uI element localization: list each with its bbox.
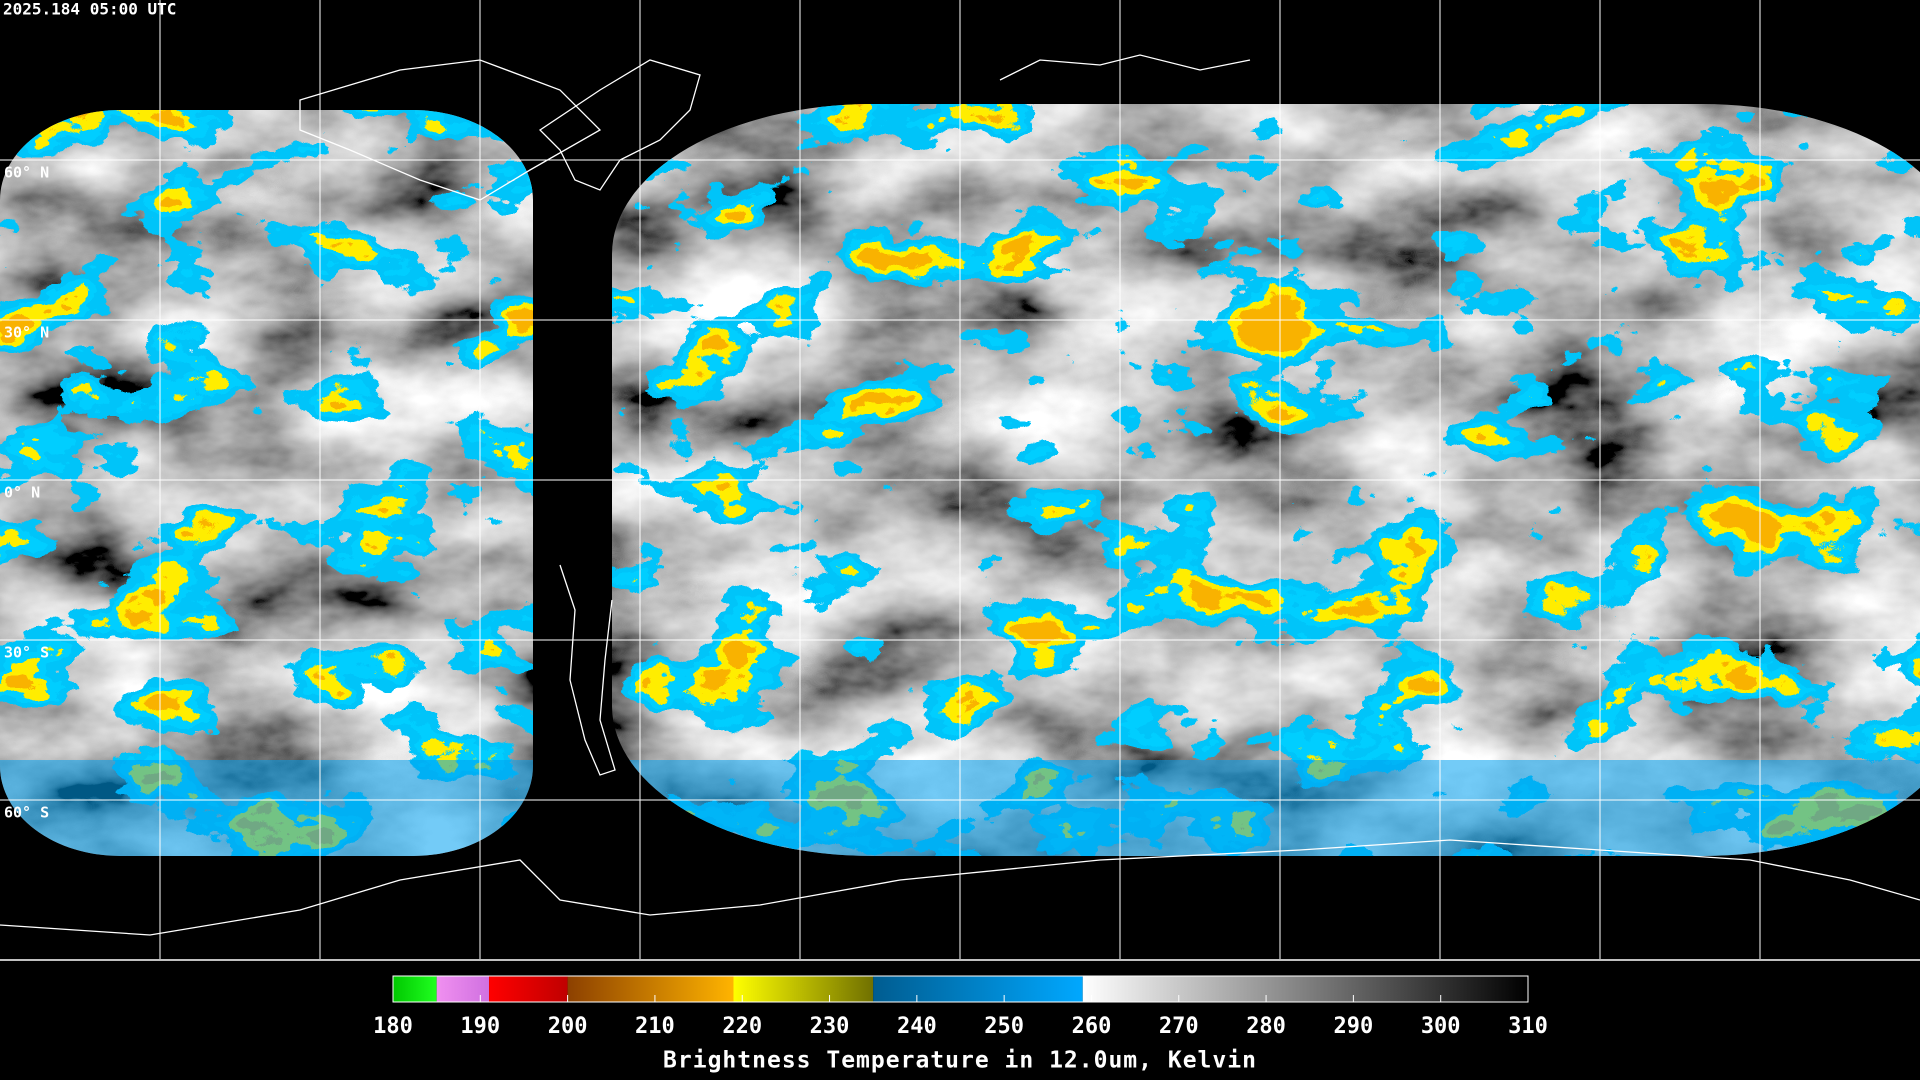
colorbar: 180 190 200 210 220 230 240 250 260 270 280 290 300 3… [373, 975, 1548, 1039]
colorbar-tick-label: 230 [810, 1014, 850, 1039]
timestamp: 2025.184 05:00 UTC [3, 0, 176, 19]
colorbar-tick-label: 220 [722, 1014, 762, 1039]
greenland-outline [538, 59, 701, 191]
colorbar-segment [489, 976, 568, 1002]
latitude-label: 0° N [4, 484, 40, 502]
colorbar-tick-label: 280 [1246, 1014, 1286, 1039]
latitude-label: 30° N [4, 324, 49, 342]
colorbar-tick-label: 260 [1072, 1014, 1112, 1039]
colorbar-tick-label: 190 [460, 1014, 500, 1039]
colorbar-segment [733, 976, 874, 1002]
colorbar-segment [393, 976, 437, 1002]
colorbar-segment [873, 976, 1083, 1002]
colorbar-segment [436, 976, 490, 1002]
latitude-label: 60° N [4, 164, 49, 182]
colorbar-tick-label: 240 [897, 1014, 937, 1039]
colorbar-tick-label: 250 [984, 1014, 1024, 1039]
south-america-outline [559, 564, 616, 776]
colorbar-title: Brightness Temperature in 12.0um, Kelvin [663, 1048, 1257, 1074]
arctic-canada-outline [299, 59, 602, 201]
colorbar-frame [392, 975, 1529, 1003]
colorbar-tick-label: 310 [1508, 1014, 1548, 1039]
colorbar-tick-label: 270 [1159, 1014, 1199, 1039]
colorbar-tick-label: 290 [1334, 1014, 1374, 1039]
colorbar-tick-label: 200 [548, 1014, 588, 1039]
colorbar-tick-label: 210 [635, 1014, 675, 1039]
colorbar-tick-label: 180 [373, 1014, 413, 1039]
latitude-label: 60° S [4, 804, 49, 822]
colorbar-segment [1082, 976, 1528, 1002]
latitude-label: 30° S [4, 644, 49, 662]
colorbar-segment [567, 976, 734, 1002]
antarctica-outline [0, 839, 1920, 936]
latitude-grid: 60° N 30° N 0° N 30° S 60° S [0, 159, 1920, 822]
colorbar-tick-label: 300 [1421, 1014, 1461, 1039]
